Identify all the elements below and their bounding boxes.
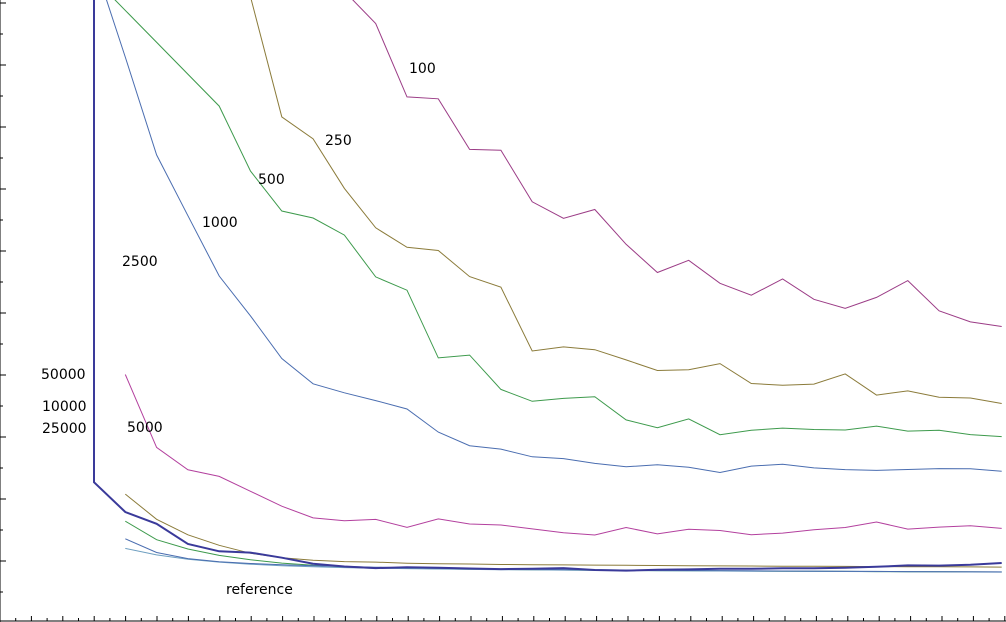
series-label-2500: 2500 — [122, 254, 158, 270]
series-label-5000: 5000 — [127, 420, 163, 436]
series-label-50000: 50000 — [41, 367, 86, 383]
series-line-2500 — [124, 374, 1002, 536]
series-label-1000: 1000 — [202, 215, 238, 231]
series-lines — [93, 0, 1002, 573]
series-label-100: 100 — [409, 61, 436, 77]
series-labels: 100 250 500 1000 2500 50000 10000 25000 … — [41, 61, 436, 598]
series-line-reference — [93, 0, 1002, 572]
series-line-50000 — [125, 538, 1002, 573]
series-line-500 — [114, 0, 1002, 438]
series-label-25000: 25000 — [42, 421, 87, 437]
series-label-10000: 10000 — [42, 399, 87, 415]
series-line-250 — [250, 0, 1002, 404]
series-line-1000 — [106, 0, 1002, 474]
series-label-reference: reference — [226, 582, 293, 598]
series-line-100 — [352, 0, 1002, 327]
series-label-500: 500 — [258, 172, 285, 188]
series-label-250: 250 — [325, 133, 352, 149]
series-line-5000 — [124, 493, 1002, 568]
